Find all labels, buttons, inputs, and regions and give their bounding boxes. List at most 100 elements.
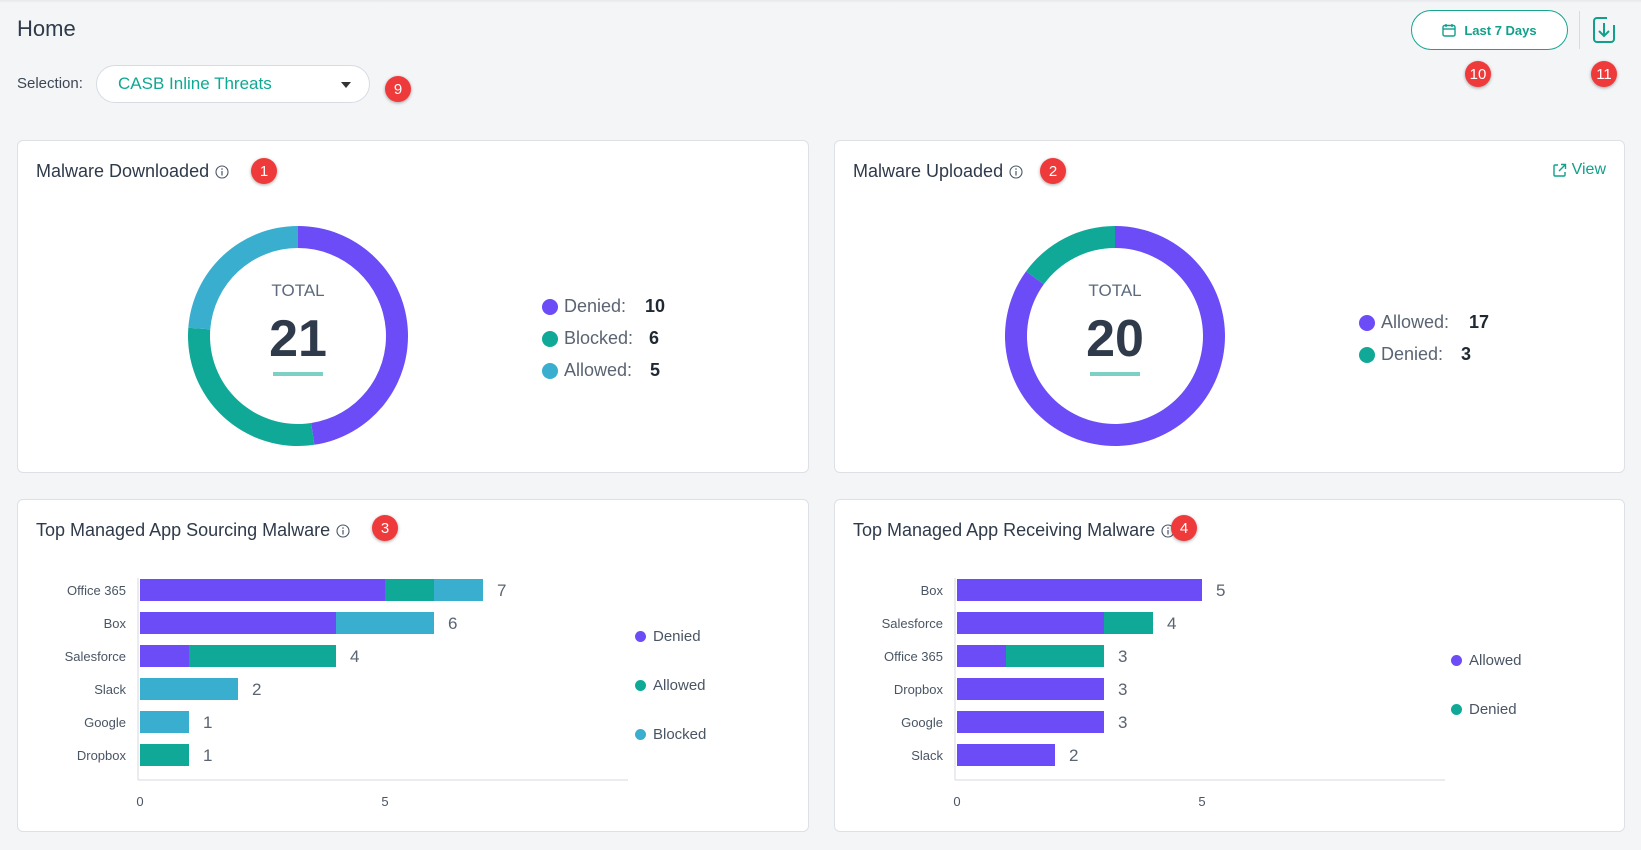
- bar-segment-denied[interactable]: [140, 612, 336, 634]
- bar-total-label: 5: [1216, 581, 1225, 600]
- donut-slice-denied[interactable]: [1026, 226, 1115, 285]
- badge-4: 4: [1171, 515, 1197, 541]
- donut-slice-allowed[interactable]: [188, 226, 298, 330]
- info-icon[interactable]: [1009, 164, 1023, 179]
- bar-total-label: 4: [350, 647, 359, 666]
- x-tick-label: 5: [1198, 794, 1205, 809]
- category-label: Box: [921, 583, 944, 598]
- legend-label: Allowed: [653, 677, 706, 694]
- category-label: Office 365: [884, 649, 943, 664]
- top-shadow: [0, 0, 1641, 3]
- download-button[interactable]: [1592, 16, 1616, 44]
- bar-segment-blocked[interactable]: [434, 579, 483, 601]
- legend-dot: [1359, 314, 1375, 331]
- bar-segment-blocked[interactable]: [140, 678, 238, 700]
- bar-segment-allowed[interactable]: [957, 645, 1006, 667]
- bar-segment-denied[interactable]: [140, 645, 189, 667]
- bar-segment-allowed[interactable]: [957, 744, 1055, 766]
- bar-segment-blocked[interactable]: [140, 711, 189, 733]
- x-tick-label: 5: [381, 794, 388, 809]
- x-tick-label: 0: [136, 794, 143, 809]
- legend-allowed: Allowed:: [542, 360, 632, 381]
- bar-segment-denied[interactable]: [1006, 645, 1104, 667]
- total-label: TOTAL: [271, 281, 324, 300]
- downloaded-donut: TOTAL 21: [188, 226, 408, 446]
- category-label: Google: [84, 715, 126, 730]
- total-label: TOTAL: [1088, 281, 1141, 300]
- bar-segment-allowed[interactable]: [385, 579, 434, 601]
- bar-segment-allowed[interactable]: [957, 612, 1104, 634]
- external-link-icon: [1552, 163, 1566, 177]
- category-label: Dropbox: [77, 748, 127, 763]
- legend-dot: [635, 729, 646, 740]
- bar-total-label: 7: [497, 581, 506, 600]
- category-label: Slack: [94, 682, 126, 697]
- date-range-button[interactable]: Last 7 Days: [1411, 10, 1568, 50]
- donut-slice-denied[interactable]: [298, 226, 408, 445]
- legend-label: Allowed:: [1381, 312, 1450, 332]
- category-label: Box: [104, 616, 127, 631]
- legend-allowed: Allowed: [635, 677, 706, 694]
- top-receiving-card: Top Managed App Receiving Malware 4 Box 5…: [834, 499, 1625, 832]
- legend-dot: [1451, 704, 1462, 715]
- legend-denied: Denied: [635, 628, 701, 645]
- bar-segment-allowed[interactable]: [189, 645, 336, 667]
- info-icon[interactable]: [215, 164, 229, 179]
- caret-down-icon: [341, 82, 351, 88]
- view-link[interactable]: View: [1552, 161, 1606, 179]
- bar-segment-allowed[interactable]: [957, 579, 1202, 601]
- bar-segment-allowed[interactable]: [957, 678, 1104, 700]
- calendar-icon: [1442, 24, 1457, 37]
- badge-3: 3: [372, 515, 398, 541]
- legend-label: Blocked: [653, 726, 707, 743]
- badge-11: 11: [1591, 61, 1617, 87]
- legend-label: Blocked:: [564, 328, 634, 348]
- legend-blocked: Blocked: [635, 726, 706, 743]
- selection-label: Selection:: [17, 75, 83, 92]
- bar-segment-denied[interactable]: [1104, 612, 1153, 634]
- bar-total-label: 1: [203, 713, 212, 732]
- bar-total-label: 1: [203, 746, 212, 765]
- card-title: Malware Downloaded: [36, 161, 210, 181]
- legend-label: Allowed:: [564, 360, 633, 380]
- category-label: Dropbox: [894, 682, 944, 697]
- legend-allowed: Allowed: [1451, 652, 1522, 669]
- total-underline: [273, 372, 323, 376]
- legend-value: 10: [645, 296, 666, 316]
- toolbar-divider: [1579, 11, 1580, 49]
- bar-segment-blocked[interactable]: [336, 612, 434, 634]
- card-title: Top Managed App Receiving Malware: [853, 520, 1156, 540]
- bar-total-label: 6: [448, 614, 457, 633]
- malware-uploaded-card: Malware Uploaded 2 View TOTAL 20 Allowed…: [834, 140, 1625, 473]
- selection-value: CASB Inline Threats: [118, 74, 272, 93]
- bar-segment-allowed[interactable]: [957, 711, 1104, 733]
- total-value: 21: [269, 310, 327, 368]
- legend-dot: [542, 330, 558, 347]
- legend-dot: [542, 362, 558, 379]
- legend-label: Denied:: [1381, 344, 1444, 364]
- badge-9: 9: [385, 76, 411, 102]
- legend-dot: [635, 631, 646, 642]
- bar-total-label: 4: [1167, 614, 1176, 633]
- legend-dot: [1359, 346, 1375, 363]
- category-label: Salesforce: [882, 616, 943, 631]
- badge-2: 2: [1040, 158, 1066, 184]
- legend-label: Allowed: [1469, 652, 1522, 669]
- legend-denied: Denied:: [542, 296, 626, 317]
- card-title: Top Managed App Sourcing Malware: [36, 520, 331, 540]
- receiving-bar-chart: Box 5 Salesforce 4 Office 365 3 Dropbox 3 Google…: [882, 578, 1445, 809]
- bar-segment-denied[interactable]: [140, 579, 385, 601]
- malware-downloaded-card: Malware Downloaded 1 TOTAL 21 Denied: 10…: [17, 140, 809, 473]
- legend-value: 17: [1469, 312, 1490, 332]
- donut-slice-blocked[interactable]: [188, 327, 315, 446]
- selection-dropdown[interactable]: CASB Inline Threats: [96, 65, 370, 103]
- badge-1: 1: [251, 158, 277, 184]
- legend-value: 5: [650, 360, 661, 380]
- legend-dot: [542, 298, 558, 315]
- legend-allowed: Allowed:: [1359, 312, 1449, 333]
- legend-label: Denied: [653, 628, 701, 645]
- legend-blocked: Blocked:: [542, 328, 633, 349]
- info-icon[interactable]: [336, 523, 350, 538]
- category-label: Salesforce: [65, 649, 126, 664]
- bar-segment-allowed[interactable]: [140, 744, 189, 766]
